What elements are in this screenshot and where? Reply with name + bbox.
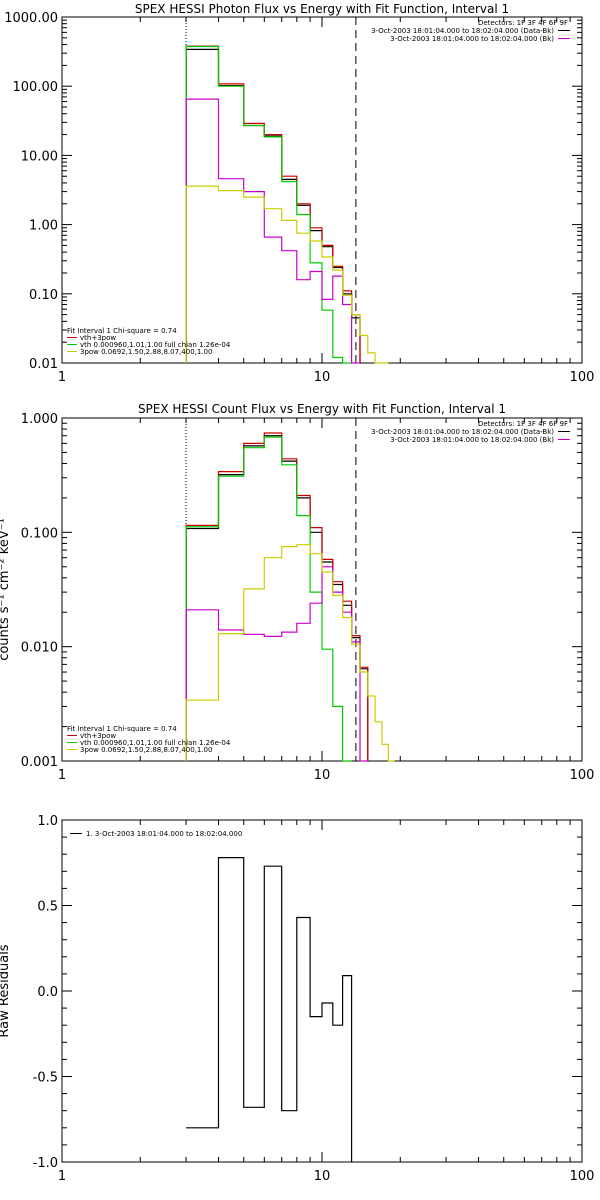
x-tick-label: 10 [314,768,331,783]
y-tick-label: 0.01 [29,357,58,372]
fit-legend-line: 3pow 0.0692,1.50,2.88,8.07,400,1.00 [80,348,212,356]
x-tick-label: 100 [570,370,595,385]
y-tick-label: 0.001 [21,755,58,770]
legend-top-line: 3-Oct-2003 18:01:04.000 to 18:02:04.000 … [371,27,554,35]
series-1-line [185,435,369,761]
y-tick-label: 0.10 [29,288,58,303]
fit-legend-line: Fit Interval 1 Chi-square = 0.74 [67,725,177,733]
legend-top-line: 1. 3-Oct-2003 18:01:04.000 to 18:02:04.0… [86,830,242,838]
fit-legend-line: Fit Interval 1 Chi-square = 0.74 [67,327,177,335]
y-tick-label: -0.5 [33,1071,58,1086]
legend-top-line: 3-Oct-2003 18:01:04.000 to 18:02:04.000 … [390,436,554,444]
fit-legend-line: vth 0.000960,1.01,1.00 full chian 1.26e-… [80,341,231,349]
series-1-line [185,48,361,363]
fit-legend-line: vth 0.000960,1.01,1.00 full chian 1.26e-… [80,739,231,747]
plot-frame [61,16,583,364]
chart-title: SPEX HESSI Photon Flux vs Energy with Fi… [135,2,509,16]
chart-1: SPEX HESSI Photon Flux vs Energy with Fi… [4,2,594,385]
y-tick-label: 10.00 [21,149,58,164]
x-tick-label: 10 [314,370,331,385]
series-2-line [185,432,369,761]
series-5-line [185,544,395,762]
fit-legend-line: vth+3pow [80,732,116,740]
series-5-line [185,185,389,364]
legend-top-line: Detectors: 1F 3F 4F 6F 9F [478,19,568,27]
plot-frame [61,819,583,1163]
legend-top-line: Detectors: 1F 3F 4F 6F 9F [478,420,568,428]
y-tick-label: 1.0 [37,814,58,829]
legend-top-line: 3-Oct-2003 18:01:04.000 to 18:02:04.000 … [390,35,554,43]
y-tick-label: 0.0 [37,985,58,1000]
fit-legend-line: vth+3pow [80,334,116,342]
x-tick-label: 100 [570,1169,595,1184]
y-axis-label: Raw Residuals [0,944,12,1037]
series-3-line [185,436,352,762]
legend-top-line: 3-Oct-2003 18:01:04.000 to 18:02:04.000 … [371,428,554,436]
chart-title: SPEX HESSI Count Flux vs Energy with Fit… [138,402,506,416]
y-tick-label: -1.0 [33,1156,58,1171]
chart-3: Raw Residuals 1 10 100 -1.0 -0.5 0.0 0.5 1.0 1. 3… [0,814,594,1184]
y-tick-label: 100.00 [13,80,59,95]
y-tick-label: 0.100 [21,526,58,541]
chart-2: SPEX HESSI Count Flux vs Energy with Fit… [0,402,594,783]
y-tick-label: 1.00 [29,219,58,234]
x-tick-label: 1 [58,768,66,783]
series-3-line [185,45,352,364]
y-tick-label: 0.010 [21,641,58,656]
x-tick-label: 1 [58,1169,66,1184]
y-axis-label: counts s⁻¹ cm⁻² keV⁻¹ [0,518,12,661]
y-tick-label: 1.000 [21,412,58,427]
x-tick-label: 1 [58,370,66,385]
x-tick-label: 10 [314,1169,331,1184]
series-4-line [185,98,360,364]
y-tick-label: 1000.00 [4,11,58,26]
series-2-line [185,45,361,363]
x-tick-label: 100 [570,768,595,783]
y-tick-label: 0.5 [37,900,58,915]
series-1-line [186,857,353,1162]
fit-legend-line: 3pow 0.0692,1.50,2.88,8.07,400,1.00 [80,746,212,754]
